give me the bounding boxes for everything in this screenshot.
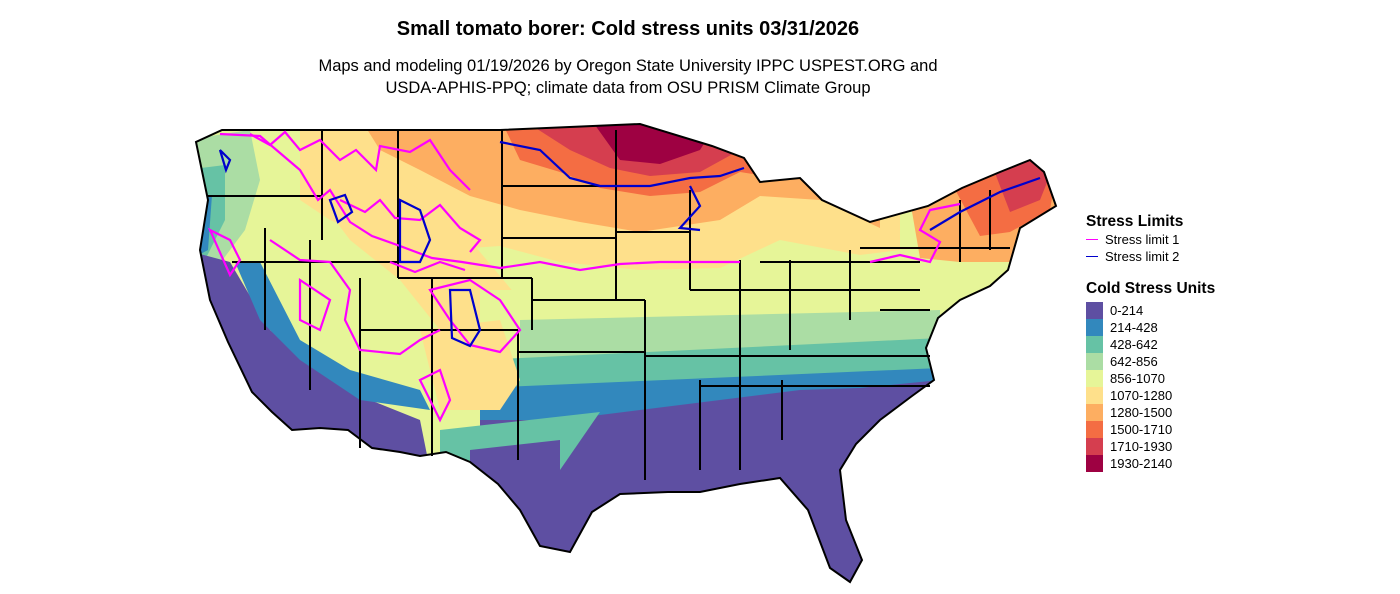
legend-units-item: 214-428 xyxy=(1086,319,1236,336)
legend-units-item: 428-642 xyxy=(1086,336,1236,353)
subtitle-line-2: USDA-APHIS-PPQ; climate data from OSU PR… xyxy=(385,79,871,97)
legend-color-swatch xyxy=(1086,302,1103,319)
legend-color-swatch xyxy=(1086,404,1103,421)
map-title: Small tomato borer: Cold stress units 03… xyxy=(396,18,860,40)
legend-label: 1500-1710 xyxy=(1110,422,1173,437)
legend-label: 0-214 xyxy=(1110,303,1144,318)
legend-color-swatch xyxy=(1086,455,1103,472)
cold-stress-units-legend-title: Cold Stress Units xyxy=(1086,280,1216,297)
subtitle-line-1: Maps and modeling 01/19/2026 by Oregon S… xyxy=(318,57,938,75)
legend-label: Stress limit 2 xyxy=(1105,249,1180,264)
legend-units-item: 1280-1500 xyxy=(1086,404,1236,421)
legend-label: 642-856 xyxy=(1110,354,1158,369)
map-subtitle: Maps and modeling 01/19/2026 by Oregon S… xyxy=(0,55,1256,99)
legend-units-item: 1500-1710 xyxy=(1086,421,1236,438)
legend-label: 856-1070 xyxy=(1110,371,1165,386)
legend-color-swatch xyxy=(1086,370,1103,387)
stress-limit-1-swatch xyxy=(1086,239,1098,240)
legend-label: 1710-1930 xyxy=(1110,439,1173,454)
legend-stress-limit-1: Stress limit 1 xyxy=(1086,231,1236,248)
legend-label: 1930-2140 xyxy=(1110,456,1173,471)
stress-limits-legend-title: Stress Limits xyxy=(1086,213,1184,230)
legend-label: 214-428 xyxy=(1110,320,1158,335)
legend-units-item: 1930-2140 xyxy=(1086,455,1236,472)
stress-limit-1-contour xyxy=(207,130,961,423)
stress-limit-2-swatch xyxy=(1086,256,1098,257)
legend-label: 428-642 xyxy=(1110,337,1158,352)
legend-color-swatch xyxy=(1086,319,1103,336)
legend-units-item: 1710-1930 xyxy=(1086,438,1236,455)
legend-color-swatch xyxy=(1086,353,1103,370)
legend-color-swatch xyxy=(1086,336,1103,353)
legend-units-item: 0-214 xyxy=(1086,302,1236,319)
legend-units-item: 856-1070 xyxy=(1086,370,1236,387)
stress-limit-2-contour xyxy=(218,140,1041,348)
us-cold-stress-map xyxy=(195,123,1057,583)
legend-units-item: 642-856 xyxy=(1086,353,1236,370)
legend-stress-limit-2: Stress limit 2 xyxy=(1086,248,1236,265)
legend-color-swatch xyxy=(1086,387,1103,404)
map-legend: Stress Limits Stress limit 1 Stress limi… xyxy=(1086,212,1236,472)
legend-label: 1070-1280 xyxy=(1110,388,1173,403)
legend-label: 1280-1500 xyxy=(1110,405,1173,420)
legend-color-swatch xyxy=(1086,438,1103,455)
legend-label: Stress limit 1 xyxy=(1105,232,1180,247)
state-borders xyxy=(195,123,1057,583)
legend-units-item: 1070-1280 xyxy=(1086,387,1236,404)
legend-color-swatch xyxy=(1086,421,1103,438)
